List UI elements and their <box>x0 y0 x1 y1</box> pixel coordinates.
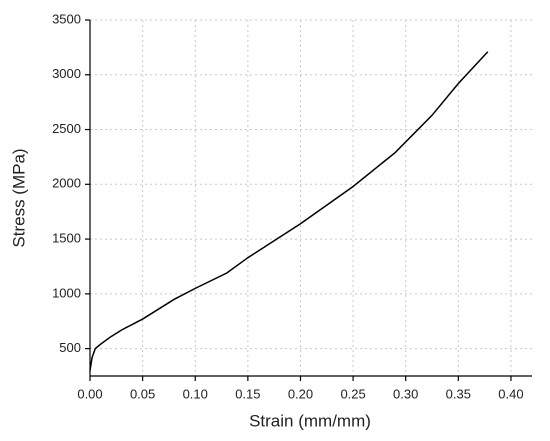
y-tick-label: 2500 <box>52 121 81 136</box>
x-tick-label: 0.25 <box>340 386 365 401</box>
x-tick-label: 0.10 <box>183 386 208 401</box>
x-tick-label: 0.20 <box>288 386 313 401</box>
x-tick-label: 0.00 <box>77 386 102 401</box>
x-tick-label: 0.30 <box>393 386 418 401</box>
y-tick-label: 3500 <box>52 11 81 26</box>
x-tick-label: 0.40 <box>498 386 523 401</box>
y-tick-label: 500 <box>59 340 81 355</box>
x-tick-label: 0.05 <box>130 386 155 401</box>
x-tick-label: 0.15 <box>235 386 260 401</box>
line-series <box>89 51 489 371</box>
x-tick-label: 0.35 <box>446 386 471 401</box>
y-tick-label: 1500 <box>52 231 81 246</box>
y-tick-label: 1000 <box>52 285 81 300</box>
y-axis-title: Stress (MPa) <box>9 148 28 247</box>
y-tick-label: 2000 <box>52 176 81 191</box>
y-tick-label: 3000 <box>52 66 81 81</box>
x-axis-title: Strain (mm/mm) <box>249 411 371 430</box>
